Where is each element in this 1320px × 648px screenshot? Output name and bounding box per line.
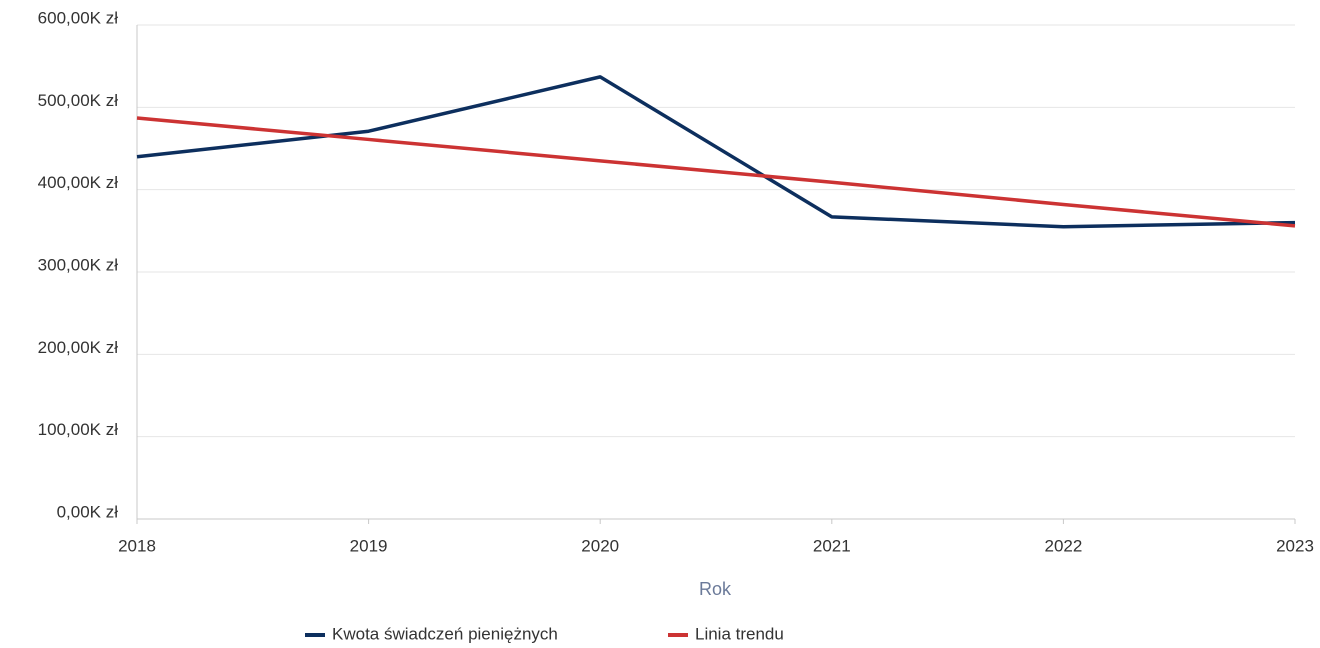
x-tick-label: 2020 [581,536,619,555]
x-tick-label: 2022 [1044,536,1082,555]
y-tick-label: 500,00K zł [38,91,119,110]
y-tick-label: 600,00K zł [38,8,119,27]
x-tick-label: 2019 [350,536,388,555]
x-axis-label: Rok [699,579,732,599]
y-tick-label: 300,00K zł [38,255,119,274]
series-line [136,75,1296,229]
y-tick-label: 100,00K zł [38,420,119,439]
x-tick-label: 2021 [813,536,851,555]
x-tick-label: 2018 [118,536,156,555]
legend-label: Linia trendu [695,624,784,643]
legend-marker [305,633,325,637]
legend-label: Kwota świadczeń pieniężnych [332,624,558,643]
y-tick-label: 200,00K zł [38,338,119,357]
x-tick-label: 2023 [1276,536,1314,555]
y-tick-label: 400,00K zł [38,173,119,192]
series-line [136,116,1296,228]
legend-marker [668,633,688,637]
y-tick-label: 0,00K zł [57,502,119,521]
